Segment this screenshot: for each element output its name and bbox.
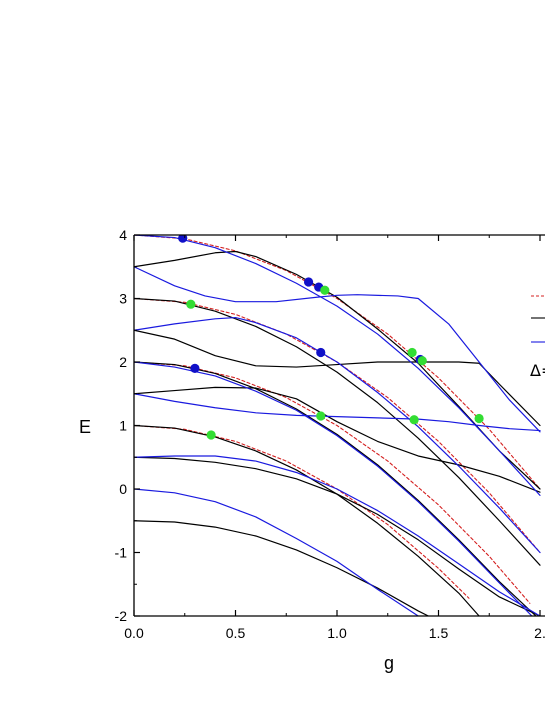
y-tick-label: 0 [119, 481, 127, 497]
marker-layer [178, 235, 484, 440]
x-tick-label: 2. [534, 625, 545, 641]
series-line-12 [134, 266, 541, 433]
series-line-13 [134, 316, 541, 554]
y-tick-label: 4 [119, 227, 127, 243]
series-line-7 [134, 456, 541, 616]
x-tick-label: 0.0 [124, 625, 144, 641]
legend: Δ= [530, 295, 545, 380]
series-line-14 [134, 393, 541, 432]
x-tick-label: 1.0 [327, 625, 347, 641]
y-tick-label: 1 [119, 418, 127, 434]
x-tick-label: 0.5 [226, 625, 246, 641]
y-tick-label: 2 [119, 354, 127, 370]
data-point-8 [407, 347, 417, 358]
legend-delta-text: Δ= [530, 361, 545, 380]
series-line-17 [134, 361, 533, 616]
data-point-13 [206, 430, 216, 440]
data-point-7 [186, 299, 196, 309]
series-line-6 [134, 386, 541, 493]
series-line-0 [134, 235, 541, 490]
series-line-9 [134, 297, 541, 566]
data-point-10 [316, 411, 326, 421]
series-line-3 [134, 424, 470, 599]
series-line-5 [134, 329, 541, 427]
data-point-12 [474, 413, 484, 424]
y-axis-title: E [79, 417, 91, 437]
series-line-16 [134, 488, 419, 616]
series-layer [134, 235, 541, 616]
y-tick-label: -1 [115, 545, 128, 561]
series-line-15 [134, 455, 541, 616]
y-tick-label: 3 [119, 291, 127, 307]
data-point-4 [190, 363, 200, 373]
data-point-3 [316, 347, 326, 358]
x-tick-label: 1.5 [429, 625, 449, 641]
series-line-18 [134, 235, 541, 496]
tick-layer: 0.0 0.5 1.0 1.5 2. -2 -1 0 1 2 3 4 [115, 227, 545, 641]
data-point-1 [303, 277, 314, 287]
series-line-2 [134, 361, 531, 604]
series-line-10 [134, 361, 537, 616]
y-tick-label: -2 [115, 608, 128, 624]
x-axis-title: g [384, 653, 394, 673]
data-point-9 [417, 356, 427, 366]
series-line-8 [134, 520, 429, 616]
series-line-11 [134, 424, 480, 616]
data-point-11 [409, 415, 419, 425]
data-point-6 [320, 285, 330, 295]
